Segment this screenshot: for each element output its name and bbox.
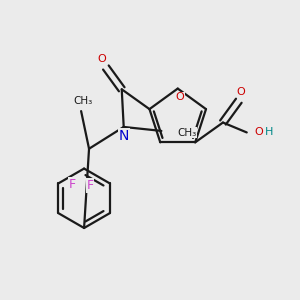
Text: F: F [69, 178, 76, 191]
Text: O: O [175, 92, 184, 103]
Text: H: H [265, 128, 273, 137]
Text: F: F [86, 179, 94, 192]
Text: O: O [255, 128, 263, 137]
Text: O: O [98, 54, 106, 64]
Text: O: O [236, 87, 245, 97]
Text: N: N [118, 129, 129, 143]
Text: CH₃: CH₃ [74, 96, 93, 106]
Text: CH₃: CH₃ [177, 128, 196, 138]
